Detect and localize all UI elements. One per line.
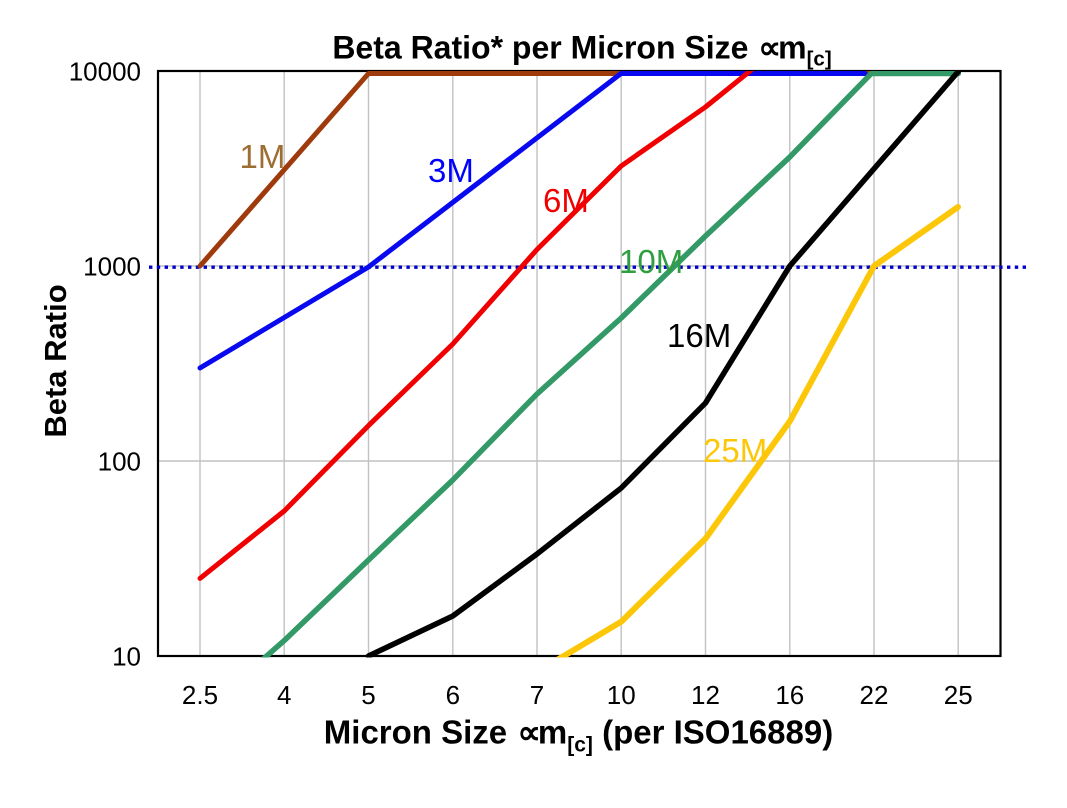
svg-text:Beta Ratio: Beta Ratio [38,284,73,437]
svg-text:16M: 16M [667,317,731,354]
svg-text:Micron Size ∝m[c] (per ISO1688: Micron Size ∝m[c] (per ISO16889) [324,714,833,757]
svg-text:25M: 25M [703,432,767,469]
svg-text:1M: 1M [240,138,286,175]
svg-text:Beta Ratio* per Micron Size ∝m: Beta Ratio* per Micron Size ∝m[c] [332,30,831,71]
svg-text:16: 16 [775,680,804,710]
svg-text:2.5: 2.5 [182,680,218,710]
svg-text:10M: 10M [619,243,683,280]
svg-text:6: 6 [446,680,460,710]
svg-text:1000: 1000 [83,252,141,282]
svg-text:12: 12 [691,680,720,710]
svg-text:5: 5 [361,680,375,710]
svg-text:10: 10 [112,642,141,672]
svg-text:22: 22 [860,680,889,710]
svg-text:10: 10 [607,680,636,710]
svg-text:100: 100 [98,447,141,477]
svg-text:3M: 3M [428,152,474,189]
svg-text:4: 4 [277,680,291,710]
svg-text:25: 25 [944,680,973,710]
svg-text:6M: 6M [543,182,589,219]
svg-text:10000: 10000 [69,57,141,87]
svg-text:7: 7 [530,680,544,710]
